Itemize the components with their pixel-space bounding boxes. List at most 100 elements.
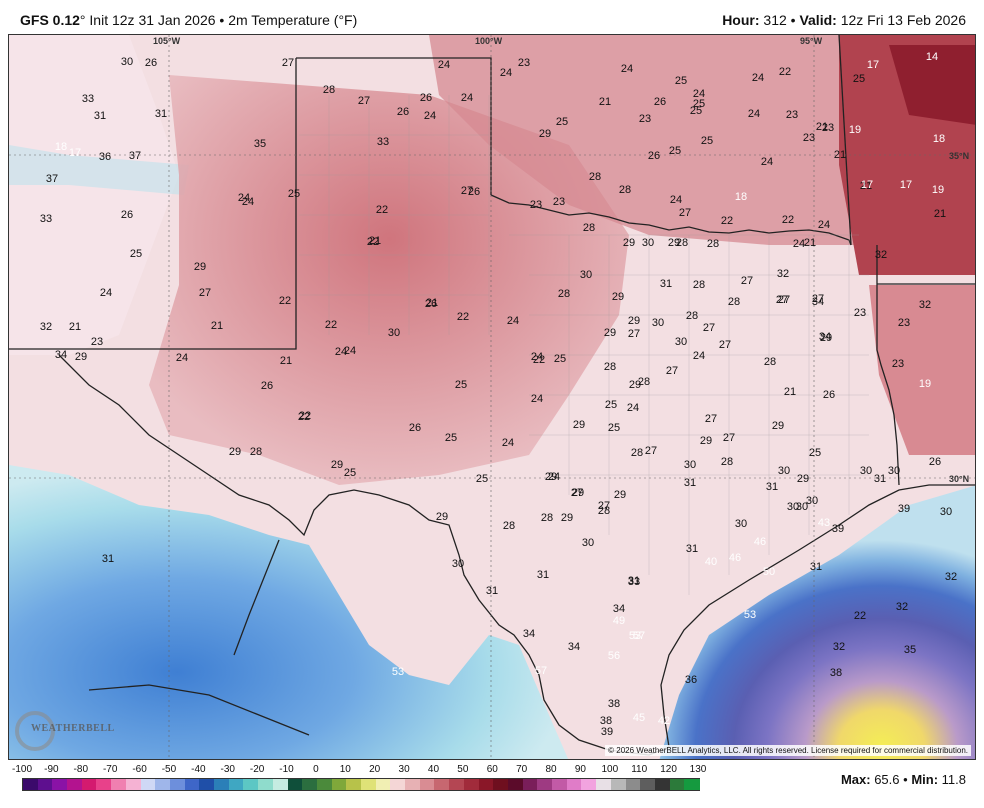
temperature-label: 31 <box>94 110 106 122</box>
temperature-label: 24 <box>531 393 543 405</box>
temperature-label: 28 <box>558 288 570 300</box>
colorbar-segment <box>610 779 627 790</box>
colorbar-segment <box>140 779 157 790</box>
temperature-label: 29 <box>539 128 551 140</box>
temperature-label: 19 <box>849 124 861 136</box>
temperature-label: 30 <box>787 501 799 513</box>
colorbar-segment <box>375 779 392 790</box>
temperature-label: 56 <box>608 650 620 662</box>
colorbar-segment <box>243 779 260 790</box>
temperature-label: 26 <box>409 422 421 434</box>
temperature-label: 27 <box>723 432 735 444</box>
tx-panhandle-border <box>296 57 492 195</box>
colorbar-tick-label: 70 <box>516 764 528 775</box>
cold-streak-nm <box>9 145 189 195</box>
colorbar-segment <box>654 779 671 790</box>
colorbar-tick-label: -70 <box>102 764 118 775</box>
temperature-label: 31 <box>486 585 498 597</box>
temperature-label: 27 <box>645 445 657 457</box>
header-left: GFS 0.12° Init 12z 31 Jan 2026 • 2m Temp… <box>20 12 357 28</box>
temperature-label: 27 <box>571 487 583 499</box>
colorbar-tick-label: -50 <box>161 764 177 775</box>
temperature-label: 22 <box>457 311 469 323</box>
temperature-label: 23 <box>854 307 866 319</box>
temperature-label: 29 <box>331 459 343 471</box>
valid-label: Valid: <box>799 12 837 28</box>
colorbar-segment <box>434 779 451 790</box>
temperature-label: 29 <box>612 291 624 303</box>
temperature-label: 23 <box>786 109 798 121</box>
colorbar-segment <box>302 779 319 790</box>
colorbar-tick-label: -60 <box>132 764 147 775</box>
logo-ring <box>15 711 55 751</box>
temperature-label: 14 <box>926 51 938 63</box>
max-label: Max: <box>840 772 871 787</box>
separator: • <box>903 772 908 787</box>
temperature-label: 30 <box>940 506 952 518</box>
temperature-label: 28 <box>589 171 601 183</box>
temperature-label: 31 <box>102 553 114 565</box>
colorbar-segment <box>272 779 289 790</box>
colorbar-segment <box>96 779 113 790</box>
colorbar-tick-label: 0 <box>313 764 319 775</box>
colorbar-tick-label: 30 <box>398 764 410 775</box>
temperature-label: 17 <box>900 179 912 191</box>
temperature-label: 31 <box>810 561 822 573</box>
colorbar-segment <box>419 779 436 790</box>
temperature-label: 18 <box>55 141 67 153</box>
temperature-label: 30 <box>735 518 747 530</box>
lat-label-35: 35°N <box>949 151 969 161</box>
temperature-label: 24 <box>424 110 436 122</box>
warm-region-texas <box>149 75 629 485</box>
temperature-label: 29 <box>561 512 573 524</box>
colorbar-segment <box>169 779 186 790</box>
temperature-label: 22 <box>854 610 866 622</box>
temperature-label: 34 <box>523 628 535 640</box>
colorbar-segment <box>81 779 98 790</box>
temperature-label: 28 <box>707 238 719 250</box>
temperature-label: 53 <box>744 609 756 621</box>
temperature-label: 22 <box>721 215 733 227</box>
temperature-label: 23 <box>822 122 834 134</box>
colorbar-tick-label: 80 <box>545 764 557 775</box>
temperature-label: 43 <box>818 517 830 529</box>
temperature-label: 38 <box>830 667 842 679</box>
state-borders <box>9 35 975 756</box>
temperature-label: 25 <box>608 422 620 434</box>
temperature-label: 39 <box>832 523 844 535</box>
temperature-label: 28 <box>721 456 733 468</box>
colorbar-tick-label: 50 <box>457 764 469 775</box>
temperature-label: 22 <box>376 204 388 216</box>
lon-label-105: 105°W <box>153 36 181 46</box>
temperature-label: 40 <box>705 556 717 568</box>
temperature-label: 29 <box>700 435 712 447</box>
colorbar-tick-labels: -100 -90 -80 -70 -60 -50 -40 -30 -20 -10 0 10 20 30 40… <box>10 764 710 778</box>
map-header: GFS 0.12° Init 12z 31 Jan 2026 • 2m Temp… <box>0 0 984 34</box>
colorbar-tick-label: 120 <box>660 764 677 775</box>
temperature-label: 18 <box>735 191 747 203</box>
temperature-map[interactable]: 105°W 100°W 95°W 35°N 30°N 30 26 27 24 24 23 2… <box>8 34 976 760</box>
temperature-label: 22 <box>299 410 311 422</box>
temperature-label: 17 <box>69 147 81 159</box>
temperature-label: 46 <box>729 552 741 564</box>
temperature-label: 38 <box>600 715 612 727</box>
temperature-label: 25 <box>809 447 821 459</box>
temperature-label: 21 <box>784 386 796 398</box>
temperature-label: 34 <box>613 603 625 615</box>
temperature-label: 27 <box>778 294 790 306</box>
temperature-label: 33 <box>628 576 640 588</box>
hour-label: Hour: <box>722 12 760 28</box>
colorbar-segment <box>625 779 642 790</box>
max-value: 65.6 <box>874 772 900 787</box>
temperature-label: 26 <box>121 209 133 221</box>
colorbar-segment <box>316 779 333 790</box>
temperature-label: 33 <box>82 93 94 105</box>
temperature-label: 27 <box>199 287 211 299</box>
temperature-label: 22 <box>367 236 379 248</box>
temperature-label: 19 <box>932 184 944 196</box>
rio-grande-border <box>58 354 670 756</box>
temperature-label: 29 <box>75 351 87 363</box>
temperature-label: 21 <box>834 149 846 161</box>
temperature-label: 25 <box>701 135 713 147</box>
temperature-label: 30 <box>580 269 592 281</box>
